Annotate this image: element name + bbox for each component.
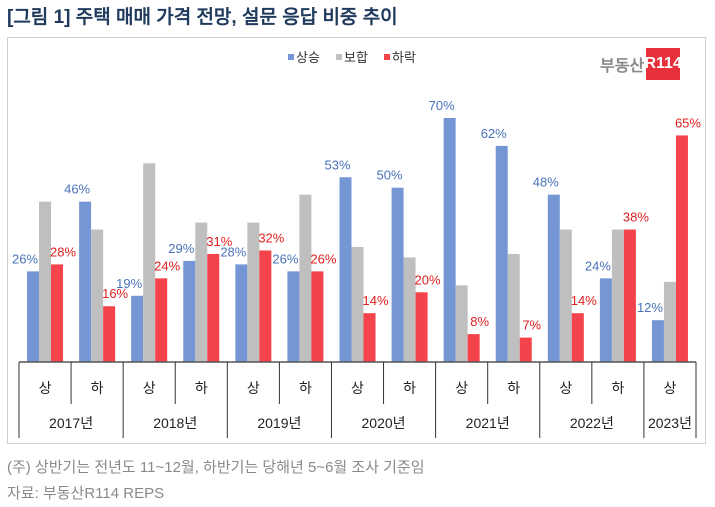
chart-frame [7, 37, 706, 444]
data-label: 8% [470, 314, 489, 329]
category-label: 상 [39, 380, 52, 396]
category-label: 하 [299, 380, 312, 396]
category-label: 하 [403, 380, 416, 396]
year-label: 2017년 [49, 415, 93, 431]
bar-상승-2 [131, 295, 144, 362]
bar-보합-2 [143, 163, 156, 362]
logo-box: R114 [644, 48, 682, 80]
logo-text: 부동산 [600, 58, 645, 75]
bar-보합-8 [455, 285, 468, 362]
bar-상승-0 [27, 271, 40, 362]
data-label: 26% [12, 251, 38, 266]
data-label: 70% [429, 98, 455, 113]
data-label: 62% [481, 126, 507, 141]
bar-하락-7 [415, 292, 428, 362]
r114-logo: 부동산 R114 [600, 48, 682, 80]
bar-상승-3 [183, 260, 196, 362]
bar-상승-12 [651, 320, 664, 362]
data-label: 16% [102, 286, 128, 301]
data-label: 26% [310, 251, 336, 266]
data-label: 65% [675, 115, 701, 130]
bar-보합-4 [247, 222, 260, 362]
bar-상승-9 [495, 145, 508, 362]
bar-하락-11 [623, 229, 636, 362]
bar-보합-11 [611, 229, 624, 362]
bar-하락-5 [311, 271, 324, 362]
data-label: 46% [64, 182, 90, 197]
bar-보합-10 [559, 229, 572, 362]
category-label: 상 [351, 380, 364, 396]
category-label: 상 [455, 380, 468, 396]
legend-swatch-1 [336, 54, 342, 60]
bar-보합-12 [663, 281, 676, 362]
bar-상승-4 [235, 264, 248, 362]
bar-하락-1 [103, 306, 116, 362]
bar-하락-10 [571, 313, 584, 362]
data-label: 7% [522, 318, 541, 333]
data-label: 32% [258, 230, 284, 245]
bar-상승-8 [443, 118, 456, 362]
bar-상승-10 [547, 194, 560, 362]
year-label: 2022년 [570, 415, 614, 431]
category-label: 상 [559, 380, 572, 396]
category-label: 상 [143, 380, 156, 396]
data-label: 14% [362, 293, 388, 308]
bar-상승-11 [599, 278, 612, 362]
data-label: 19% [116, 276, 142, 291]
bar-상승-7 [391, 187, 404, 362]
legend-label-0: 상승 [296, 50, 320, 65]
figure-title: [그림 1] 주택 매매 가격 전망, 설문 응답 비중 추이 [7, 7, 398, 28]
bar-상승-5 [287, 271, 300, 362]
bar-보합-9 [507, 253, 520, 362]
legend-swatch-2 [384, 54, 390, 60]
bar-보합-6 [351, 246, 364, 362]
year-label: 2020년 [362, 415, 406, 431]
year-label: 2019년 [257, 415, 301, 431]
data-label: 24% [154, 258, 180, 273]
bar-하락-6 [363, 313, 376, 362]
category-label: 상 [664, 380, 677, 396]
bar-보합-1 [91, 229, 104, 362]
bar-보합-3 [195, 222, 208, 362]
data-label: 28% [220, 244, 246, 259]
data-label: 53% [324, 157, 350, 172]
bar-하락-0 [51, 264, 64, 362]
bar-하락-4 [259, 250, 272, 362]
data-label: 14% [571, 293, 597, 308]
data-label: 50% [377, 168, 403, 183]
data-label: 31% [206, 234, 232, 249]
legend-label-1: 보합 [344, 50, 368, 65]
source-note: 자료: 부동산R114 REPS [7, 485, 165, 502]
category-label: 하 [507, 380, 520, 396]
data-label: 26% [272, 251, 298, 266]
category-label: 하 [611, 380, 624, 396]
category-label: 하 [91, 380, 104, 396]
footnote: (주) 상반기는 전년도 11~12월, 하반기는 당해년 5~6월 조사 기준… [7, 459, 425, 476]
bar-하락-9 [519, 337, 532, 362]
year-label: 2018년 [153, 415, 197, 431]
bar-하락-2 [155, 278, 168, 362]
bar-상승-1 [79, 201, 92, 362]
data-label: 24% [585, 258, 611, 273]
year-label: 2023년 [648, 415, 692, 431]
data-label: 20% [415, 272, 441, 287]
category-label: 상 [247, 380, 260, 396]
bar-보합-7 [403, 257, 416, 362]
year-label: 2021년 [466, 415, 510, 431]
bar-하락-3 [207, 253, 220, 362]
category-label: 하 [195, 380, 208, 396]
data-label: 48% [533, 175, 559, 190]
data-label: 29% [168, 241, 194, 256]
bar-상승-6 [339, 177, 352, 362]
data-label: 38% [623, 210, 649, 225]
bar-하락-12 [675, 135, 688, 362]
bar-보합-0 [39, 201, 52, 362]
data-label: 28% [50, 244, 76, 259]
data-label: 12% [637, 300, 663, 315]
bar-보합-5 [299, 194, 312, 362]
legend-label-2: 하락 [392, 50, 416, 65]
legend-swatch-0 [288, 54, 294, 60]
bar-하락-8 [467, 334, 480, 362]
